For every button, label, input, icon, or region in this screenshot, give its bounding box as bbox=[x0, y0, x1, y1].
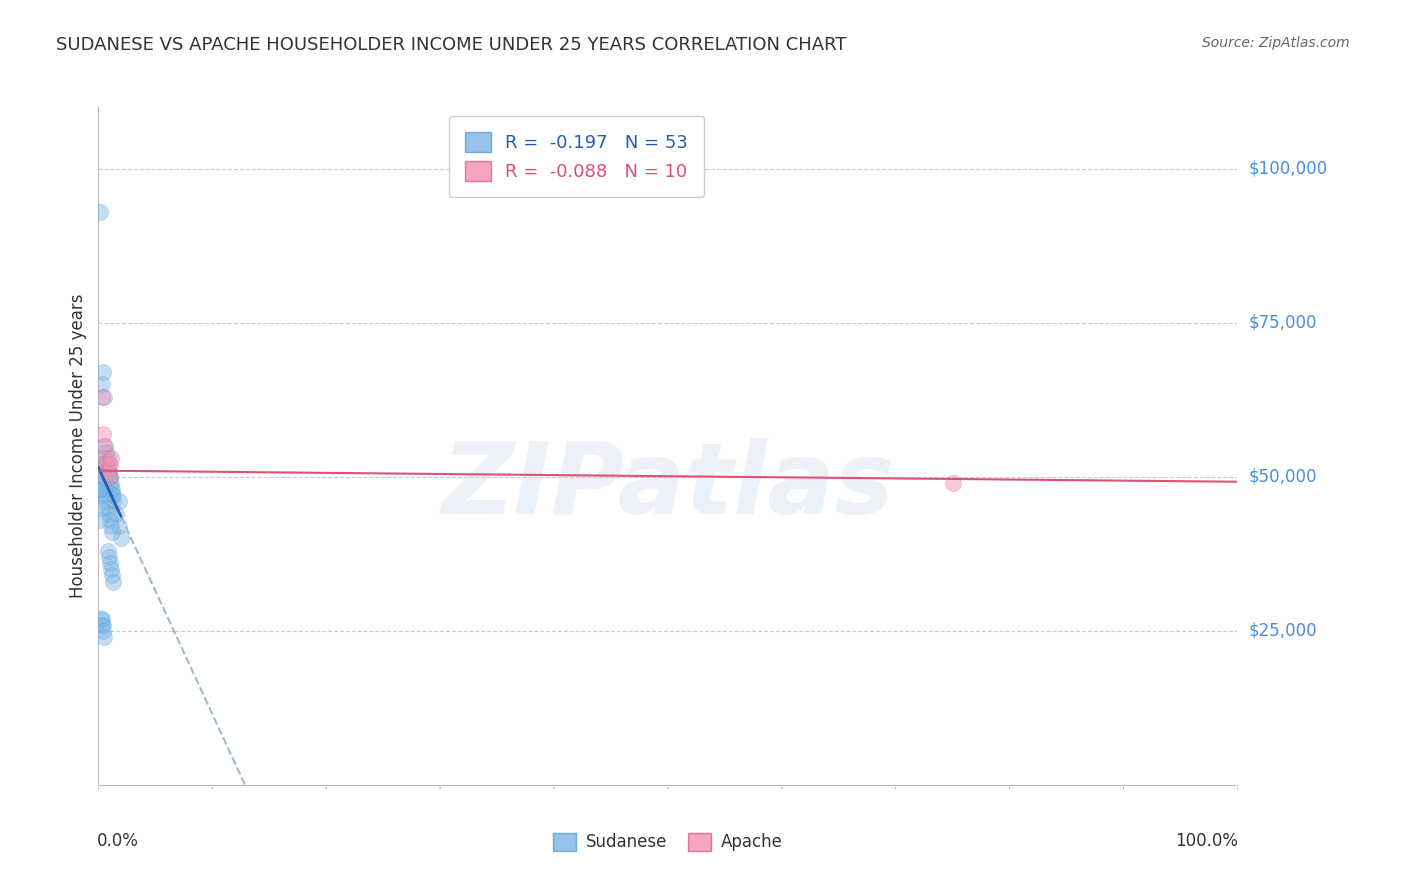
Text: 100.0%: 100.0% bbox=[1175, 832, 1239, 850]
Point bbox=[89, 513, 111, 527]
Point bbox=[101, 568, 124, 582]
Point bbox=[90, 500, 112, 515]
Point bbox=[90, 611, 112, 625]
Point bbox=[100, 482, 122, 496]
Point bbox=[100, 562, 122, 576]
Y-axis label: Householder Income Under 25 years: Householder Income Under 25 years bbox=[69, 293, 87, 599]
Text: $100,000: $100,000 bbox=[1249, 160, 1327, 178]
Text: $50,000: $50,000 bbox=[1249, 467, 1317, 486]
Point bbox=[97, 507, 120, 521]
Point bbox=[93, 630, 115, 644]
Text: SUDANESE VS APACHE HOUSEHOLDER INCOME UNDER 25 YEARS CORRELATION CHART: SUDANESE VS APACHE HOUSEHOLDER INCOME UN… bbox=[56, 36, 846, 54]
Point bbox=[93, 464, 115, 478]
Point bbox=[91, 617, 114, 632]
Point bbox=[98, 513, 121, 527]
Point bbox=[98, 556, 121, 570]
Point bbox=[97, 549, 120, 564]
Point bbox=[98, 470, 121, 484]
Point bbox=[94, 470, 117, 484]
Legend: Sudanese, Apache: Sudanese, Apache bbox=[546, 826, 790, 858]
Point bbox=[98, 470, 121, 484]
Point bbox=[96, 482, 118, 496]
Text: Source: ZipAtlas.com: Source: ZipAtlas.com bbox=[1202, 36, 1350, 50]
Point bbox=[91, 365, 114, 379]
Point bbox=[103, 494, 125, 508]
Point bbox=[89, 204, 111, 219]
Point bbox=[96, 458, 118, 472]
Point bbox=[97, 458, 120, 472]
Point bbox=[103, 488, 125, 502]
Point bbox=[91, 458, 114, 472]
Point bbox=[94, 439, 117, 453]
Point bbox=[93, 482, 115, 496]
Point bbox=[94, 451, 117, 466]
Point bbox=[96, 543, 118, 558]
Point bbox=[91, 426, 114, 441]
Point bbox=[96, 475, 118, 490]
Point bbox=[96, 500, 118, 515]
Point bbox=[100, 475, 122, 490]
Point bbox=[942, 475, 965, 490]
Point bbox=[98, 458, 121, 472]
Point bbox=[96, 445, 118, 459]
Point bbox=[103, 574, 125, 589]
Point bbox=[108, 494, 131, 508]
Point bbox=[100, 451, 122, 466]
Point bbox=[96, 464, 118, 478]
Point bbox=[110, 532, 132, 546]
Point bbox=[90, 390, 112, 404]
Point bbox=[90, 470, 112, 484]
Point bbox=[91, 624, 114, 638]
Point bbox=[97, 470, 120, 484]
Point bbox=[100, 519, 122, 533]
Point bbox=[94, 488, 117, 502]
Text: 0.0%: 0.0% bbox=[97, 832, 139, 850]
Point bbox=[101, 482, 124, 496]
Point bbox=[93, 439, 115, 453]
Point bbox=[108, 519, 131, 533]
Point bbox=[90, 458, 112, 472]
Text: $75,000: $75,000 bbox=[1249, 314, 1317, 332]
Point bbox=[90, 482, 112, 496]
Point bbox=[96, 451, 118, 466]
Text: ZIPatlas: ZIPatlas bbox=[441, 438, 894, 535]
Point bbox=[90, 611, 112, 625]
Point bbox=[90, 617, 112, 632]
Point bbox=[104, 507, 127, 521]
Point bbox=[90, 377, 112, 392]
Point bbox=[89, 482, 111, 496]
Point bbox=[101, 525, 124, 540]
Point bbox=[97, 464, 120, 478]
Point bbox=[90, 488, 112, 502]
Text: $25,000: $25,000 bbox=[1249, 622, 1317, 640]
Point bbox=[101, 488, 124, 502]
Point bbox=[96, 494, 118, 508]
Point bbox=[93, 390, 115, 404]
